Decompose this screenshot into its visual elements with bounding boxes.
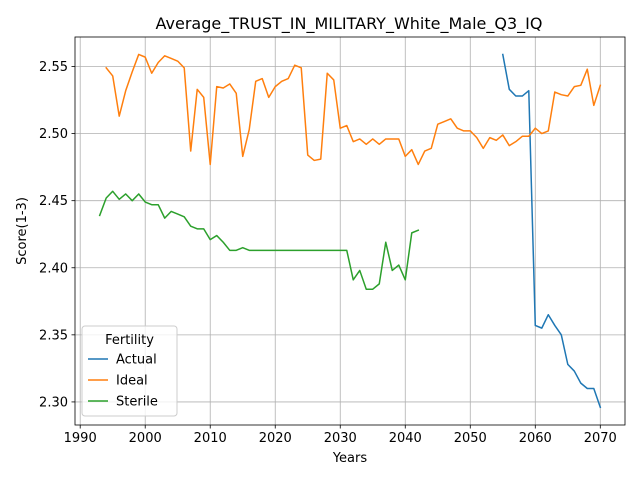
series-lines [98, 53, 602, 409]
y-tick-label: 2.30 [39, 395, 68, 410]
legend-title: Fertility [105, 333, 154, 348]
legend-label-sterile: Sterile [116, 395, 158, 410]
legend-box [81, 325, 178, 417]
series-line-ideal [105, 53, 602, 166]
y-tick-label: 2.45 [39, 194, 68, 209]
y-tick-label: 2.35 [39, 328, 68, 343]
x-tick-label: 2040 [389, 431, 422, 446]
x-tick-label: 2010 [194, 431, 227, 446]
chart-title: Average_TRUST_IN_MILITARY_White_Male_Q3_… [156, 14, 543, 34]
y-tick-label: 2.50 [39, 127, 68, 142]
x-tick-label: 2050 [454, 431, 487, 446]
y-axis: 2.30 2.35 2.40 2.45 2.50 2.55 [39, 60, 75, 410]
y-tick-label: 2.40 [39, 261, 68, 276]
x-axis-label: Years [332, 451, 368, 466]
x-tick-label: 2020 [259, 431, 292, 446]
y-axis-label: Score(1-3) [15, 197, 30, 265]
legend-label-ideal: Ideal [116, 374, 148, 389]
series-line-actual [501, 53, 602, 409]
x-axis: 1990 2000 2010 2020 2030 2040 2050 2060 2070 [64, 425, 617, 446]
y-tick-label: 2.55 [39, 60, 68, 75]
x-tick-label: 2030 [324, 431, 357, 446]
x-tick-label: 1990 [64, 431, 97, 446]
series-line-sterile [98, 190, 420, 290]
x-tick-label: 2070 [584, 431, 617, 446]
plot-frame [74, 36, 626, 426]
x-tick-label: 2000 [129, 431, 162, 446]
legend: Fertility Actual Ideal Sterile [81, 325, 178, 417]
legend-label-actual: Actual [116, 353, 157, 368]
x-tick-label: 2060 [519, 431, 552, 446]
